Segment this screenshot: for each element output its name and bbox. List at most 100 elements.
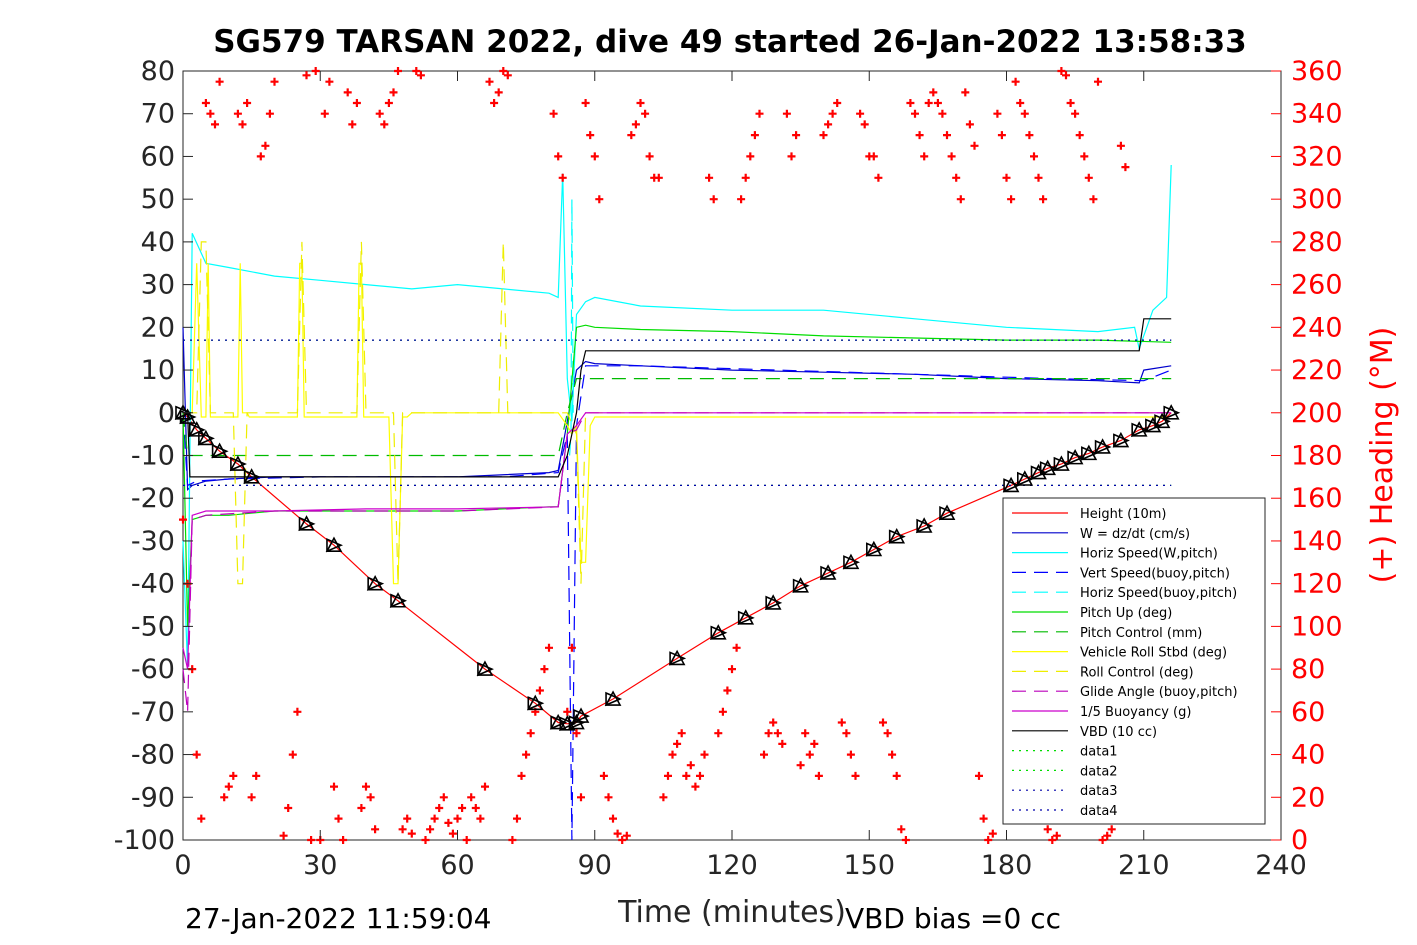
footer-timestamp: 27-Jan-2022 11:59:04 [185, 902, 491, 935]
heading-point [224, 782, 233, 791]
legend-label-vert-speed-buoy-pitch: Vert Speed(buoy,pitch) [1080, 566, 1230, 581]
heading-point [197, 814, 206, 823]
triangle-marker [367, 576, 385, 591]
heading-point [901, 836, 910, 844]
heading-point [279, 831, 288, 840]
heading-point [988, 829, 997, 838]
triangle-marker [709, 624, 727, 640]
series-line-pitch-control-mm [182, 378, 1172, 457]
x-axis-label: Time (minutes) [617, 895, 846, 930]
triangle-marker [188, 421, 206, 437]
right-tick-label: 100 [1291, 611, 1343, 642]
triangle-marker [866, 542, 883, 557]
chart-title: SG579 TARSAN 2022, dive 49 started 26-Ja… [213, 24, 1247, 60]
right-tick-label: 160 [1291, 483, 1343, 514]
legend-label-horiz-speed-w-pitch: Horiz Speed(W,pitch) [1080, 547, 1218, 562]
heading-point [824, 120, 833, 129]
heading-point [970, 141, 979, 150]
heading-point [567, 643, 576, 652]
y-tick-label: -40 [131, 569, 175, 600]
heading-point [389, 88, 398, 97]
heading-point [508, 836, 517, 844]
y-tick-label: 10 [141, 355, 175, 386]
triangle-marker [737, 610, 755, 626]
heading-point [741, 173, 750, 182]
y-tick-label: 40 [141, 227, 175, 258]
heading-point [1048, 836, 1057, 844]
legend-label-pitch-up-deg: Pitch Up (deg) [1080, 606, 1172, 621]
heading-point [696, 771, 704, 780]
heading-point [499, 67, 508, 75]
x-tick-label: 0 [174, 850, 191, 881]
heading-point [714, 729, 723, 738]
triangle-marker [820, 565, 838, 581]
heading-point [481, 782, 489, 791]
triangle-marker [1030, 465, 1048, 480]
heading-point [577, 793, 585, 802]
heading-point [691, 782, 700, 791]
heading-point [641, 109, 650, 118]
triangle-marker [211, 442, 228, 459]
right-tick-label: 260 [1291, 270, 1343, 301]
heading-point [265, 109, 274, 118]
triangle-marker [389, 592, 407, 608]
heading-point [1103, 831, 1112, 840]
heading-point [1066, 99, 1075, 107]
heading-point [339, 836, 348, 844]
heading-point [1121, 163, 1130, 172]
heading-point [545, 643, 553, 652]
x-tick-label: 180 [981, 850, 1033, 881]
heading-point [595, 195, 604, 204]
series-line-w-dz-dt-cm-s [182, 327, 1172, 492]
heading-point [307, 836, 316, 844]
triangle-marker [1053, 455, 1070, 471]
heading-point [879, 718, 887, 727]
triangle-marker [1162, 404, 1180, 420]
heading-point [599, 771, 608, 780]
series-line-vbd-10-cc [183, 318, 1172, 478]
heading-point [371, 825, 380, 834]
series-line-height-10m [182, 412, 1172, 725]
heading-point [947, 152, 956, 161]
series-line-vert-speed-buoy-pitch [182, 365, 1172, 841]
triangle-marker [1039, 461, 1057, 476]
legend-label-glide-angle-buoy-pitch: Glide Angle (buoy,pitch) [1080, 685, 1238, 700]
heading-point [1016, 99, 1025, 107]
heading-point [705, 173, 714, 182]
heading-point [211, 120, 219, 129]
heading-point [915, 131, 924, 140]
triangle-marker [792, 578, 810, 594]
triangle-marker [390, 593, 408, 608]
triangle-marker [764, 594, 782, 610]
heading-point [792, 131, 801, 140]
heading-point [179, 515, 187, 524]
triangle-marker [938, 504, 956, 520]
heading-point [362, 782, 370, 791]
heading-point [860, 120, 869, 129]
triangle-marker [1067, 450, 1085, 465]
right-axis-label: (+) Heading (°M) [1365, 327, 1400, 584]
heading-point [906, 99, 915, 107]
heading-point [778, 739, 787, 748]
heading-point [622, 831, 631, 840]
triangle-marker [737, 609, 755, 625]
triangle-marker [188, 422, 206, 438]
heading-point [645, 152, 654, 161]
heading-point [430, 814, 439, 823]
heading-point [494, 88, 503, 97]
heading-point [911, 109, 919, 118]
heading-point [467, 793, 476, 802]
heading-point [462, 836, 471, 844]
triangle-marker [326, 538, 344, 553]
triangle-marker [1145, 418, 1162, 433]
right-tick-label: 60 [1291, 697, 1325, 728]
heading-point [1116, 141, 1125, 150]
triangle-marker [197, 429, 215, 446]
triangle-markers [174, 404, 1181, 732]
heading-point [668, 750, 677, 759]
heading-point [782, 109, 791, 118]
triangle-marker [550, 715, 568, 730]
heading-point [842, 729, 851, 738]
triangle-marker [325, 536, 343, 553]
x-tick-label: 210 [1118, 850, 1170, 881]
